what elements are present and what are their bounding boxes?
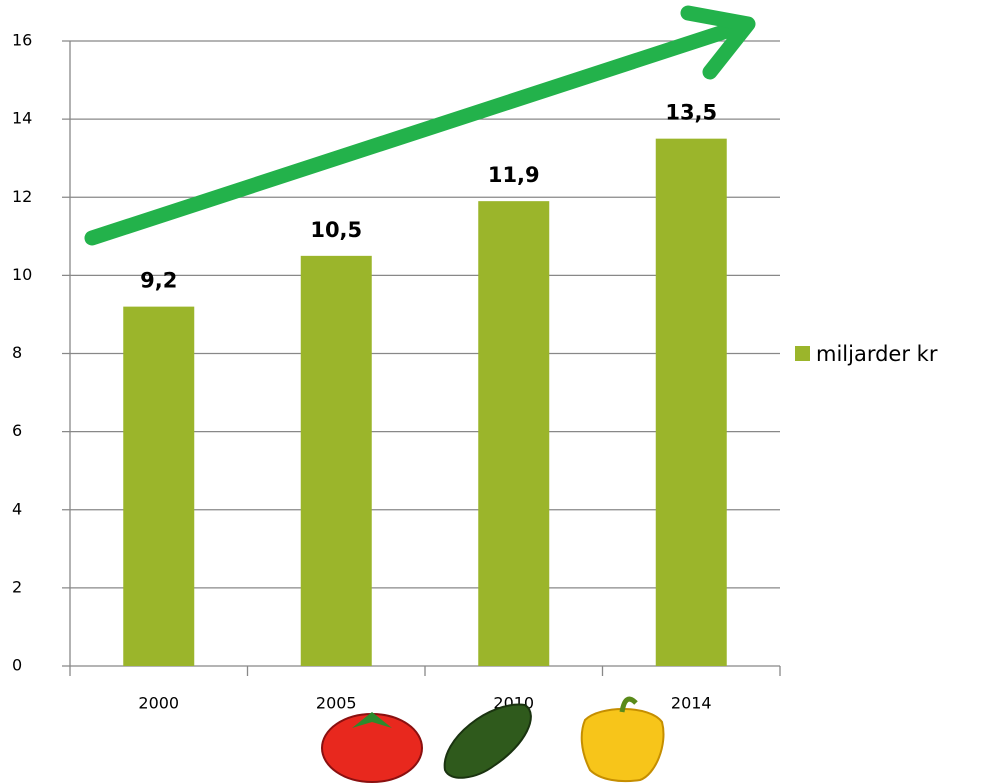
value-label: 13,5 <box>665 101 717 125</box>
bar <box>655 138 727 666</box>
decoration <box>84 5 756 783</box>
y-tick-label: 14 <box>12 109 32 128</box>
y-tick-label: 16 <box>12 31 32 50</box>
pepper-stem <box>619 696 638 713</box>
y-tick-label: 4 <box>12 499 22 518</box>
x-tick-label: 2014 <box>671 694 712 713</box>
y-tick-label: 10 <box>12 265 32 284</box>
legend-label: miljarder kr <box>816 342 938 366</box>
tomato <box>321 713 423 783</box>
bar <box>123 306 195 666</box>
y-tick-label: 8 <box>12 343 22 362</box>
value-label: 9,2 <box>140 269 177 293</box>
y-tick-label: 12 <box>12 187 32 206</box>
pepper <box>580 708 665 783</box>
tomato-leaf <box>352 712 392 728</box>
y-tick-label: 0 <box>12 656 22 675</box>
x-tick-label: 2000 <box>138 694 179 713</box>
value-label: 10,5 <box>310 218 362 242</box>
value-label: 11,9 <box>488 163 540 187</box>
x-tick-label: 2005 <box>316 694 357 713</box>
y-tick-label: 6 <box>12 421 22 440</box>
trend-arrow <box>84 18 750 246</box>
bar <box>300 255 372 666</box>
y-tick-label: 2 <box>12 577 22 596</box>
bar <box>478 201 550 666</box>
cucumber <box>443 703 532 779</box>
legend-swatch <box>795 346 810 361</box>
trend-arrow-head <box>680 5 756 80</box>
